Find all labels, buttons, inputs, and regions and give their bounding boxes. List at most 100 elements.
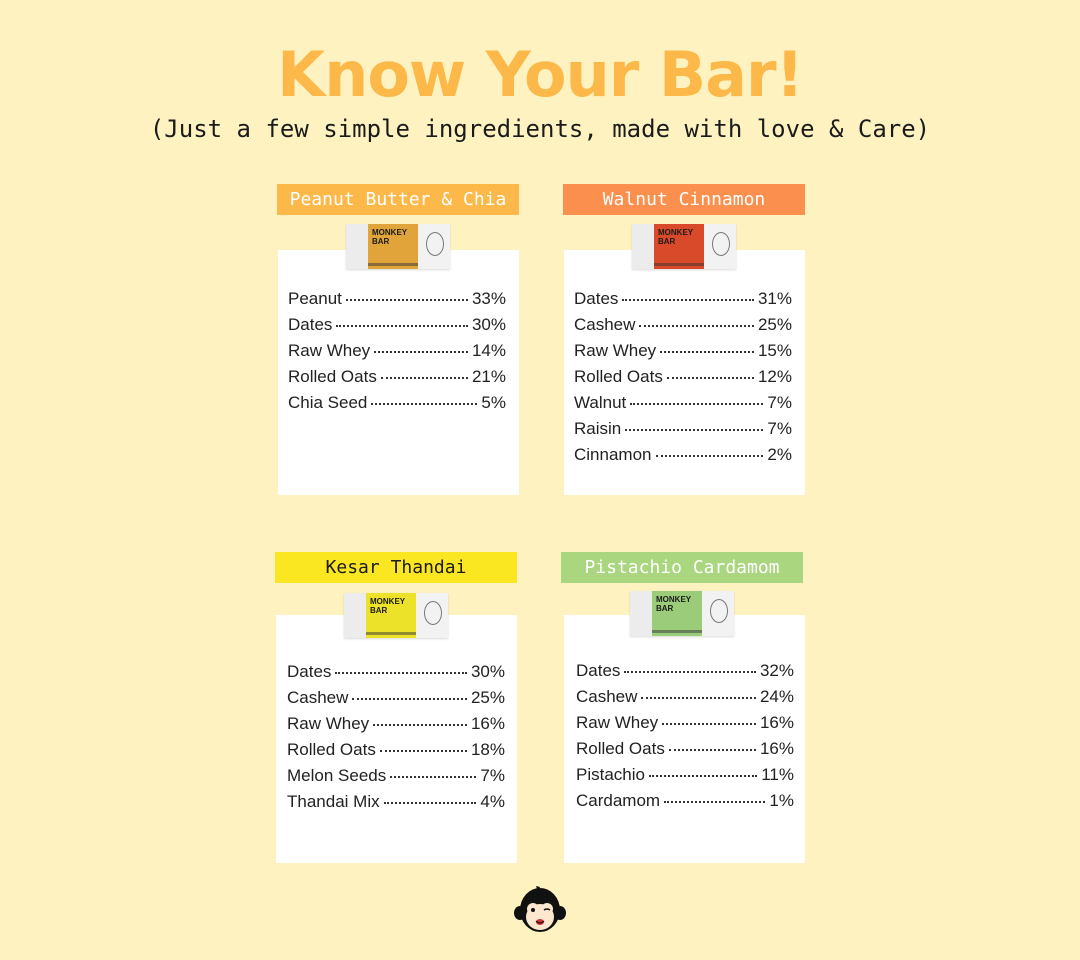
ingredient-percentage: 30%: [471, 315, 506, 334]
page-title: Know Your Bar!: [277, 38, 804, 111]
ingredient-name: Pistachio: [576, 765, 645, 784]
ingredients-panel: [276, 615, 517, 863]
dot-leader: [373, 724, 467, 726]
ingredients-panel: [278, 250, 519, 495]
ingredients-panel: [564, 250, 805, 495]
ingredient-percentage: 1%: [769, 791, 794, 810]
dot-leader: [390, 776, 477, 778]
ingredient-percentage: 7%: [480, 766, 505, 785]
ingredient-row: Rolled Oats 12%: [574, 367, 792, 393]
ingredient-percentage: 7%: [767, 393, 792, 412]
ingredient-row: Rolled Oats 18%: [287, 740, 505, 766]
bar-card-pistachio-cardamom: Pistachio Cardamom MONKEY BAR Dates 32% Ca…: [561, 552, 805, 863]
ingredient-row: Dates 32%: [576, 661, 794, 687]
ingredient-name: Dates: [574, 289, 619, 308]
dot-leader: [383, 802, 477, 804]
ingredient-row: Cashew 24%: [576, 687, 794, 713]
ingredient-name: Rolled Oats: [574, 367, 663, 386]
ingredient-row: Dates 30%: [288, 315, 506, 341]
ingredient-percentage: 11%: [761, 765, 794, 784]
ingredient-name: Melon Seeds: [287, 766, 387, 785]
bar-label: Walnut Cinnamon: [563, 184, 805, 215]
bar-card-walnut-cinnamon: Walnut Cinnamon MONKEY BAR Dates 31% Cashe…: [563, 184, 805, 495]
bar-label: Pistachio Cardamom: [561, 552, 803, 583]
ingredient-percentage: 33%: [471, 289, 506, 308]
dot-leader: [622, 299, 754, 301]
ingredients-list: Peanut 33% Dates 30% Raw Whey 14% Rolled Oats 2…: [288, 289, 506, 419]
dot-leader: [380, 377, 468, 379]
ingredient-name: Rolled Oats: [576, 739, 665, 758]
ingredient-percentage: 16%: [759, 739, 794, 758]
ingredient-row: Raw Whey 15%: [574, 341, 792, 367]
dot-leader: [625, 429, 764, 431]
dot-leader: [630, 403, 764, 405]
ingredient-row: Peanut 33%: [288, 289, 506, 315]
ingredient-name: Dates: [576, 661, 621, 680]
ingredient-row: Walnut 7%: [574, 393, 792, 419]
dot-leader: [624, 671, 756, 673]
bar-pack-image: MONKEY BAR: [632, 224, 736, 269]
dot-leader: [668, 749, 756, 751]
ingredient-name: Raw Whey: [576, 713, 659, 732]
ingredient-row: Dates 31%: [574, 289, 792, 315]
page-subtitle: (Just a few simple ingredients, made wit…: [149, 115, 931, 143]
ingredient-percentage: 7%: [767, 419, 792, 438]
ingredient-name: Cashew: [576, 687, 638, 706]
ingredient-name: Rolled Oats: [288, 367, 377, 386]
ingredient-row: Raw Whey 16%: [576, 713, 794, 739]
monkey-logo-icon: [514, 886, 566, 932]
ingredients-panel: [564, 615, 805, 863]
ingredient-percentage: 31%: [757, 289, 792, 308]
ingredient-percentage: 12%: [757, 367, 792, 386]
dot-leader: [345, 299, 468, 301]
ingredient-percentage: 32%: [759, 661, 794, 680]
ingredient-name: Thandai Mix: [287, 792, 380, 811]
ingredient-name: Cashew: [574, 315, 636, 334]
ingredient-percentage: 24%: [759, 687, 794, 706]
ingredient-name: Dates: [288, 315, 333, 334]
dot-leader: [660, 351, 754, 353]
ingredients-list: Dates 32% Cashew 24% Raw Whey 16% Rolled Oats 1…: [576, 661, 794, 817]
ingredient-percentage: 4%: [480, 792, 505, 811]
ingredient-percentage: 14%: [471, 341, 506, 360]
dot-leader: [371, 403, 478, 405]
ingredient-percentage: 15%: [757, 341, 792, 360]
ingredient-name: Cardamom: [576, 791, 661, 810]
ingredient-name: Raisin: [574, 419, 622, 438]
ingredient-row: Rolled Oats 21%: [288, 367, 506, 393]
ingredient-name: Chia Seed: [288, 393, 368, 412]
ingredient-percentage: 16%: [470, 714, 505, 733]
dot-leader: [352, 698, 467, 700]
ingredient-percentage: 18%: [470, 740, 505, 759]
ingredient-percentage: 2%: [767, 445, 792, 464]
ingredient-row: Cardamom 1%: [576, 791, 794, 817]
pack-brand: MONKEY BAR: [658, 228, 693, 246]
ingredient-row: Cashew 25%: [574, 315, 792, 341]
ingredient-row: Cashew 25%: [287, 688, 505, 714]
dot-leader: [374, 351, 468, 353]
bar-pack-image: MONKEY BAR: [344, 593, 448, 638]
dot-leader: [664, 801, 766, 803]
ingredients-list: Dates 31% Cashew 25% Raw Whey 15% Rolled Oats 1…: [574, 289, 792, 471]
ingredient-name: Raw Whey: [287, 714, 370, 733]
dot-leader: [666, 377, 754, 379]
dot-leader: [641, 697, 756, 699]
ingredient-row: Raisin 7%: [574, 419, 792, 445]
dot-leader: [379, 750, 467, 752]
bar-pack-image: MONKEY BAR: [630, 591, 734, 636]
bar-card-peanut-butter-chia: Peanut Butter & Chia MONKEY BAR Peanut 33…: [277, 184, 519, 495]
ingredient-row: Raw Whey 16%: [287, 714, 505, 740]
ingredient-name: Dates: [287, 662, 332, 681]
dot-leader: [655, 455, 764, 457]
dot-leader: [639, 325, 754, 327]
ingredient-row: Cinnamon 2%: [574, 445, 792, 471]
ingredient-name: Walnut: [574, 393, 627, 412]
ingredient-row: Dates 30%: [287, 662, 505, 688]
bar-pack-image: MONKEY BAR: [346, 224, 450, 269]
dot-leader: [648, 775, 758, 777]
ingredient-percentage: 16%: [759, 713, 794, 732]
ingredient-name: Cashew: [287, 688, 349, 707]
pack-brand: MONKEY BAR: [372, 228, 407, 246]
dot-leader: [335, 672, 467, 674]
bar-card-kesar-thandai: Kesar Thandai MONKEY BAR Dates 30% Cashew 2…: [275, 552, 517, 863]
